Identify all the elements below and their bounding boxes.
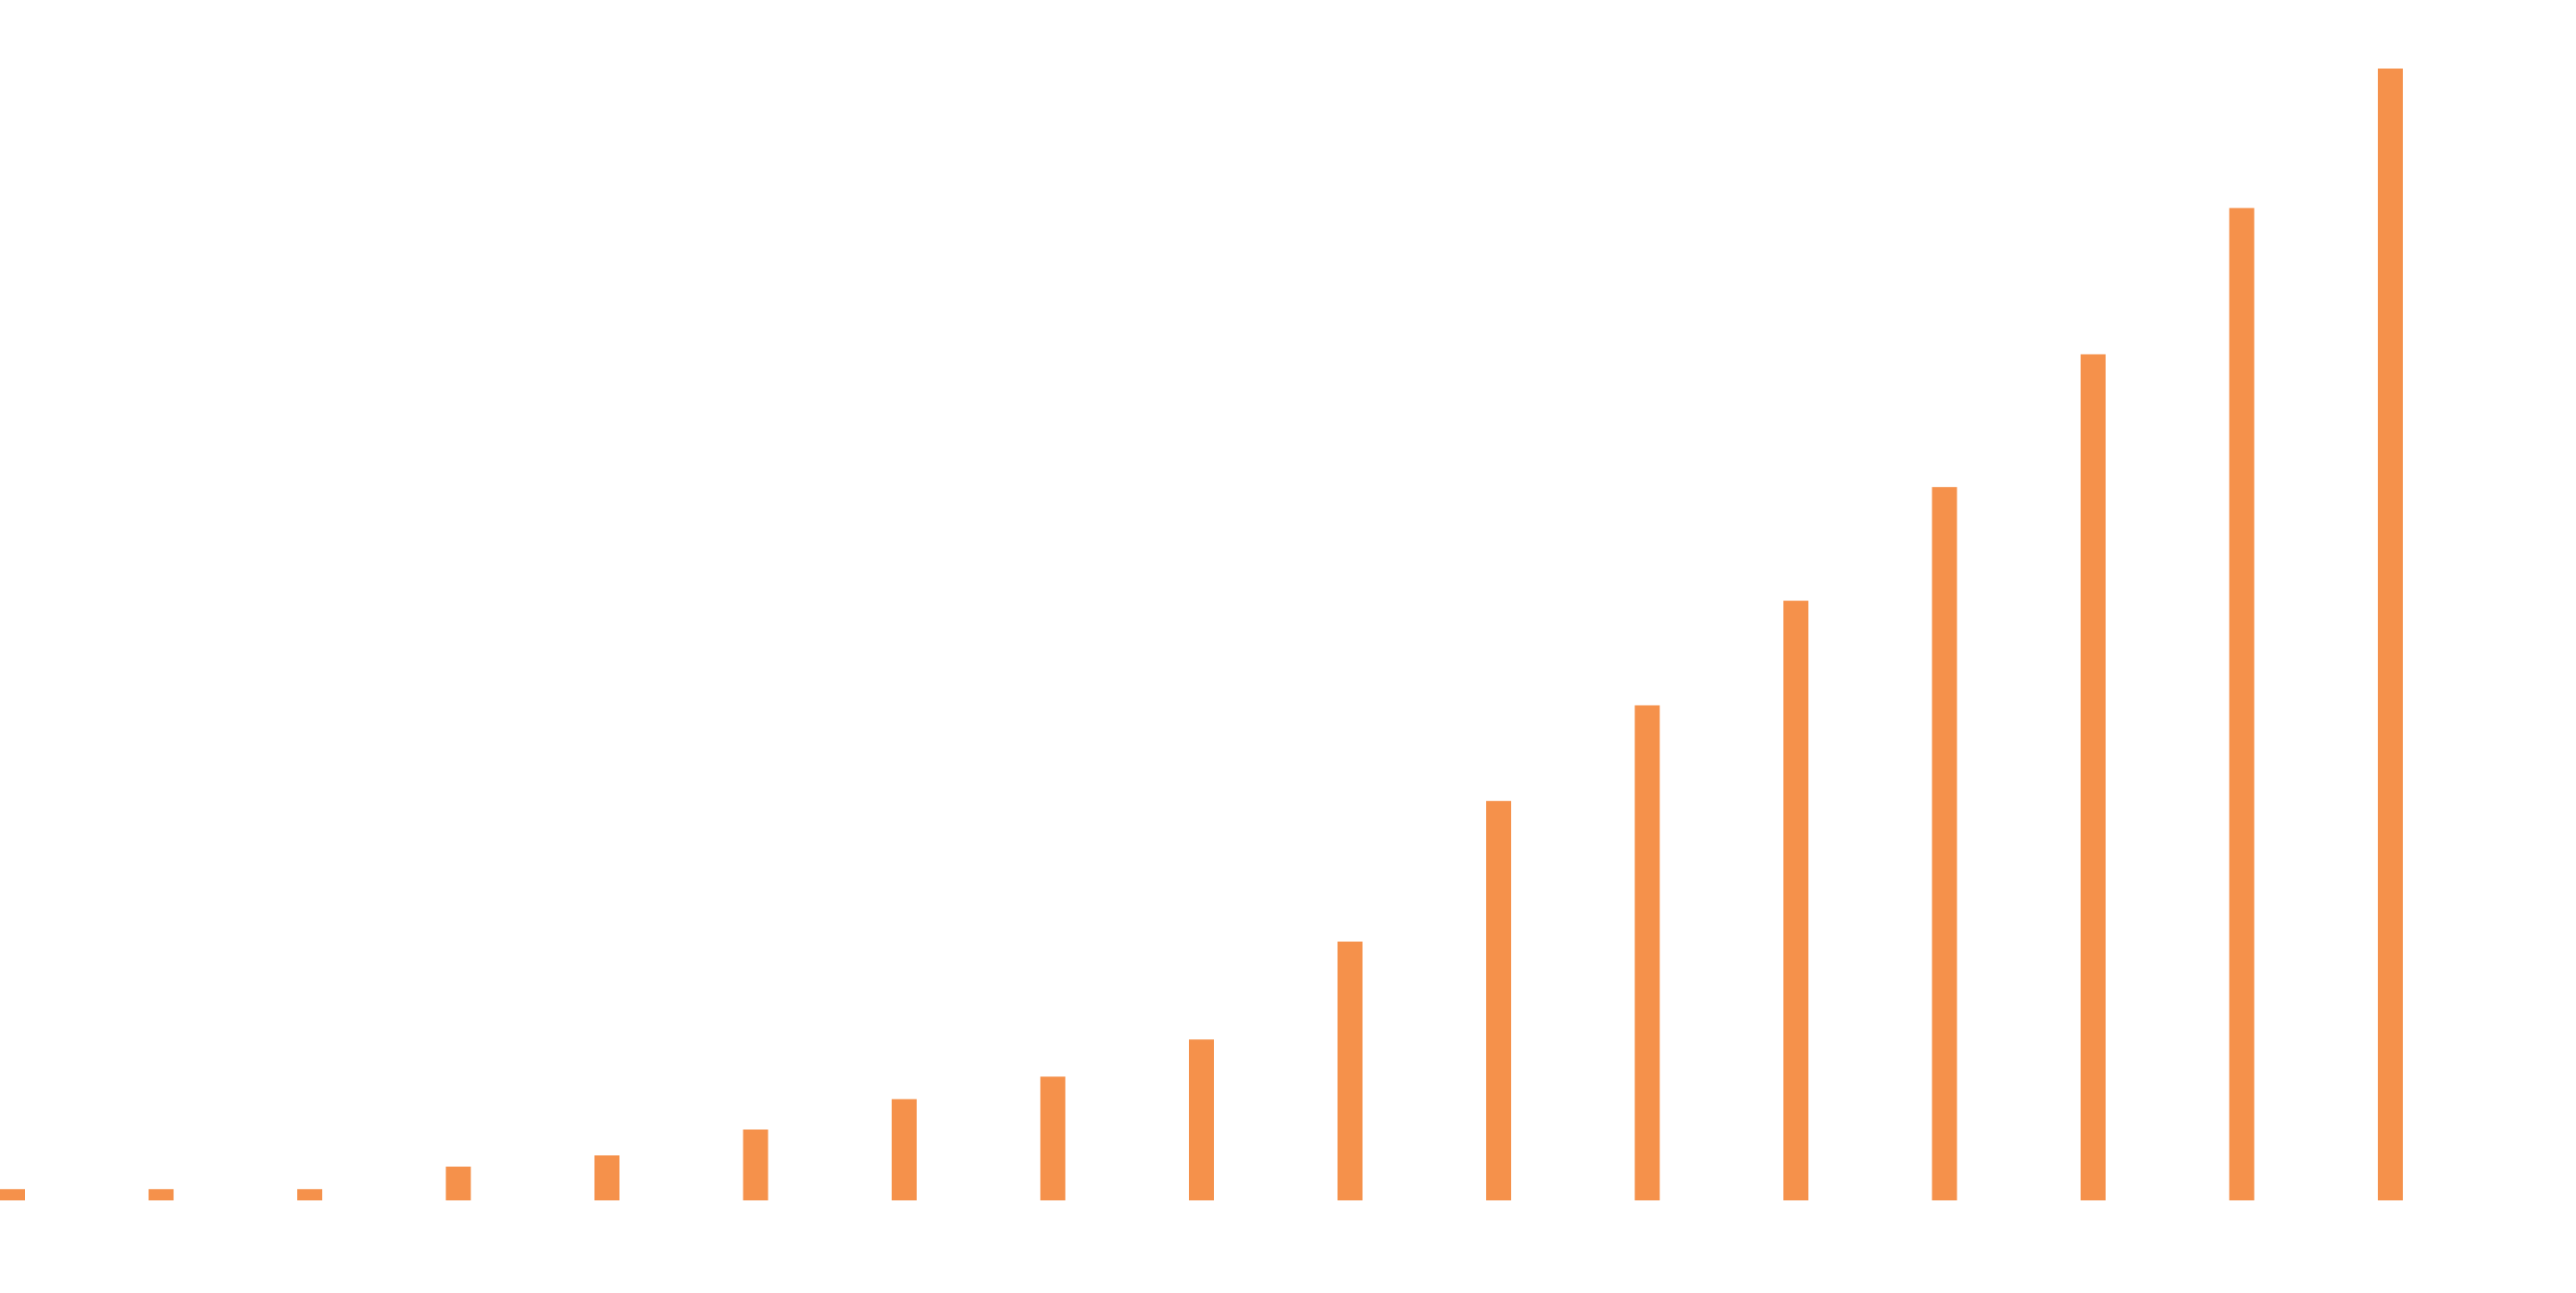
bar-13 [1783,600,1808,1200]
bar-17 [2378,69,2403,1200]
bar-6 [743,1129,769,1200]
bar-12 [1634,705,1660,1200]
bar-15 [2081,354,2106,1200]
bar-2 [148,1188,174,1200]
bar-4 [445,1166,471,1200]
bar-3 [297,1188,322,1200]
bars-group [0,69,2403,1201]
bar-1 [0,1188,25,1200]
bar-14 [1932,486,1957,1200]
bar-10 [1337,941,1363,1200]
bar-5 [594,1155,619,1200]
bar-9 [1189,1039,1214,1200]
bar-7 [892,1098,917,1200]
bar-16 [2229,207,2255,1201]
bar-11 [1486,800,1511,1200]
bar-8 [1040,1076,1066,1200]
